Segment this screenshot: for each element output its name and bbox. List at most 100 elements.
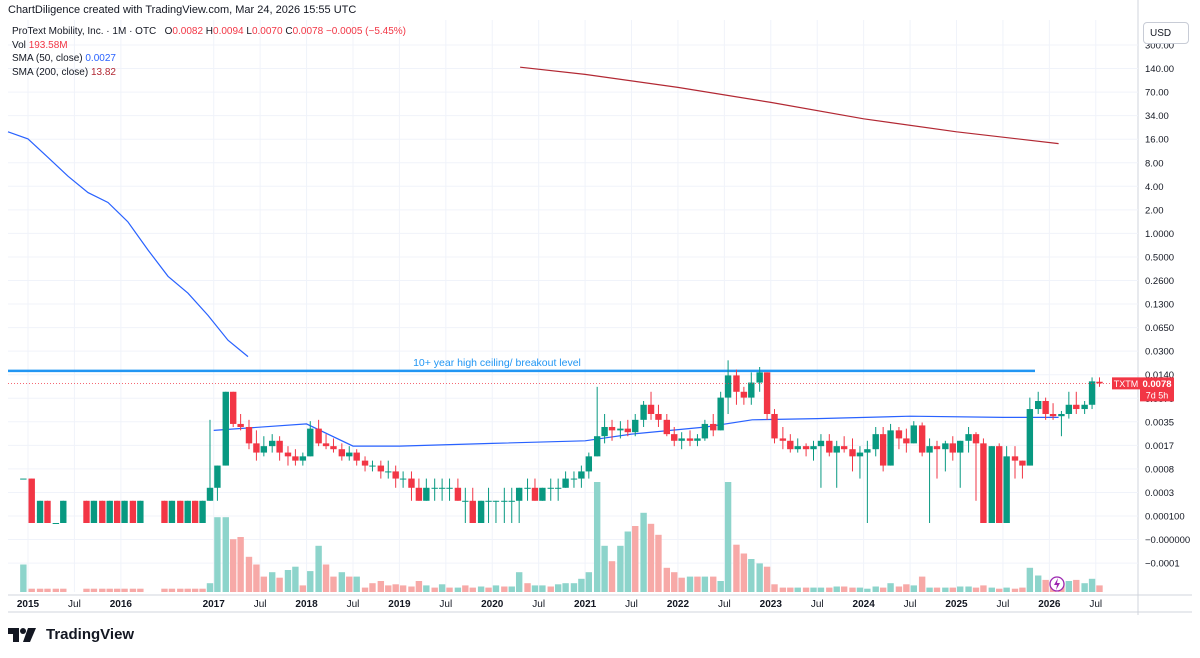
volume-bar	[377, 581, 385, 592]
candle-body	[1026, 409, 1034, 466]
volume-bar	[229, 539, 237, 592]
y-tick-label: 0.0008	[1145, 464, 1174, 475]
candle-body	[988, 446, 995, 523]
sma50-value: 0.0027	[85, 53, 116, 64]
candle-body	[161, 500, 168, 523]
volume-bar	[106, 588, 113, 592]
volume-bar	[617, 545, 624, 592]
volume-bars	[20, 482, 1103, 592]
volume-bar	[129, 588, 137, 592]
volume-bar	[121, 588, 128, 592]
volume-bar	[237, 537, 244, 592]
volume-bar	[632, 526, 639, 592]
candle-body	[299, 456, 307, 461]
volume-bar	[184, 588, 191, 592]
candle-body	[910, 425, 917, 444]
candle-body	[229, 391, 237, 424]
candle-body	[933, 446, 941, 450]
x-tick-label: Jul	[997, 599, 1010, 610]
volume-bar	[477, 586, 485, 592]
volume-bar	[996, 588, 1003, 592]
candle-body	[826, 440, 833, 453]
volume-bar	[972, 587, 980, 592]
volume-bar	[949, 587, 956, 592]
brand-footer: TradingView	[8, 626, 134, 643]
volume-bar	[733, 544, 740, 592]
candle-body	[879, 434, 887, 466]
high-label: H	[205, 26, 214, 37]
candle-body	[1042, 400, 1049, 414]
volume-bar	[840, 586, 848, 592]
candle-body	[423, 487, 430, 501]
x-tick-label: Jul	[532, 599, 545, 610]
candle-body	[199, 500, 206, 523]
volume-bar	[469, 587, 476, 592]
y-tick-label: 0.0003	[1145, 488, 1174, 499]
candle-body	[724, 375, 732, 398]
y-tick-label: 4.00	[1145, 182, 1164, 193]
price-label-value: 0.0078	[1142, 379, 1171, 390]
x-tick-label: 2019	[388, 599, 411, 610]
volume-bar	[399, 585, 407, 592]
candle-body	[887, 430, 894, 466]
candle-body	[253, 443, 260, 453]
x-tick-label: 2016	[110, 599, 133, 610]
candle-body	[330, 446, 337, 450]
volume-bar	[933, 587, 941, 592]
candle-body	[957, 440, 964, 453]
candle-body	[771, 413, 778, 439]
chart-grid	[8, 0, 1192, 615]
volume-value: 193.58M	[28, 39, 68, 51]
candle-body	[1019, 460, 1026, 466]
volume-bar	[926, 587, 933, 592]
candle-body	[36, 500, 44, 523]
volume-bar	[60, 588, 67, 592]
y-tick-label: 300.00	[1145, 41, 1174, 52]
volume-bar	[647, 523, 655, 592]
volume-bar	[826, 587, 833, 592]
open-value: 0.0082	[172, 26, 204, 37]
volume-bar	[353, 576, 360, 592]
volume-bar	[1035, 575, 1042, 592]
candle-body	[184, 500, 191, 523]
symbol-label: TXTM	[1114, 379, 1139, 389]
volume-bar	[957, 586, 964, 592]
y-tick-label: −0.000000	[1145, 535, 1190, 546]
volume-bar	[315, 545, 322, 592]
volume-bar	[872, 586, 879, 592]
candle-body	[292, 456, 299, 461]
volume-bar	[980, 585, 987, 592]
close-label: C	[285, 26, 293, 37]
volume-bar	[268, 572, 276, 592]
candle-body	[655, 413, 662, 420]
volume-bar	[307, 571, 314, 592]
candle-body	[593, 436, 601, 457]
volume-bar	[485, 587, 492, 592]
volume-bar	[710, 576, 717, 592]
volume-bar	[740, 553, 748, 592]
candle-body	[431, 487, 438, 489]
y-tick-label: 34.00	[1145, 111, 1169, 122]
volume-bar	[903, 584, 910, 592]
sma50-early-line	[7, 131, 249, 358]
candle-body	[710, 423, 717, 431]
x-tick-label: Jul	[254, 599, 267, 610]
volume-bar	[191, 588, 199, 592]
volume-bar	[524, 583, 531, 592]
x-tick-label: 2021	[574, 599, 597, 610]
currency-button[interactable]: USD	[1143, 22, 1189, 44]
candle-body	[206, 487, 214, 501]
lightning-glyph-icon	[1054, 578, 1060, 590]
volume-bar	[771, 584, 778, 592]
volume-bar	[864, 588, 871, 592]
candle-body	[539, 487, 546, 501]
candle-body	[562, 478, 569, 488]
volume-bar	[253, 564, 260, 592]
volume-bar	[1081, 583, 1088, 592]
volume-bar	[817, 587, 825, 592]
candle-body	[918, 425, 926, 453]
volume-bar	[655, 534, 662, 592]
candle-body	[44, 500, 51, 523]
candle-body	[462, 500, 469, 502]
